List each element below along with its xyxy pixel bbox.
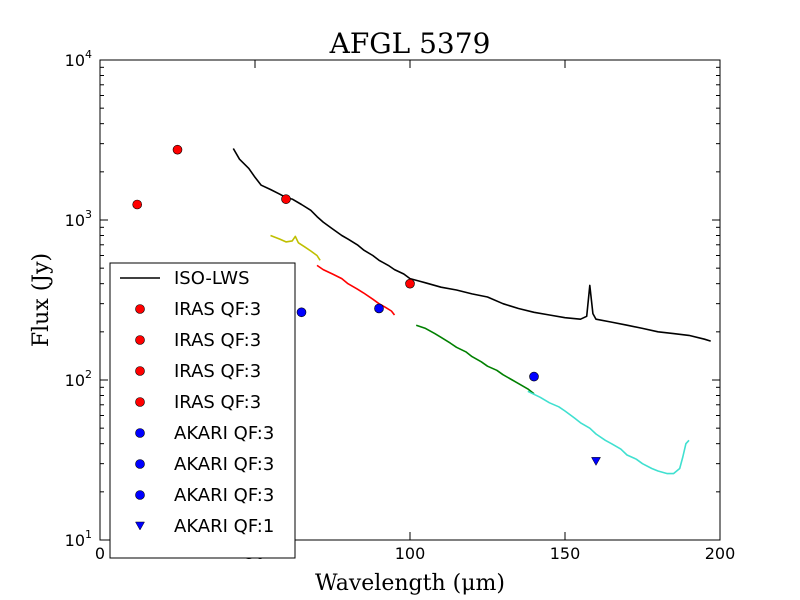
x-axis-label: Wavelength (μm) — [315, 571, 505, 596]
legend-label: AKARI QF:3 — [174, 423, 274, 444]
legend-marker-swatch — [135, 304, 145, 314]
y-tick-label: 101 — [65, 528, 92, 550]
series-line-2 — [316, 264, 396, 316]
legend: ISO-LWS IRAS QF:3 IRAS QF:3 IRAS QF:3 IRAS Q… — [109, 262, 296, 559]
legend-marker-swatch — [135, 428, 145, 438]
legend-marker-swatch — [135, 490, 145, 500]
legend-label: IRAS QF:3 — [174, 392, 261, 413]
y-tick-label: 104 — [65, 48, 92, 70]
legend-marker-swatch — [135, 335, 145, 345]
series-line-3 — [415, 324, 535, 395]
marker-point-10-0 — [374, 303, 384, 314]
y-axis: 101 102 103 104 — [65, 48, 720, 550]
marker-point-7-0 — [281, 194, 291, 204]
x-tick-label: 0 — [95, 544, 105, 563]
x-tick-label: 100 — [395, 544, 426, 563]
legend-label: IRAS QF:3 — [174, 361, 261, 382]
x-tick-label: 200 — [705, 544, 736, 563]
marker-point-12-0 — [591, 457, 601, 466]
legend-label: IRAS QF:3 — [174, 299, 261, 320]
chart-title: AFGL 5379 — [329, 27, 491, 60]
legend-label: AKARI QF:1 — [174, 516, 274, 537]
marker-point-5-0 — [132, 199, 142, 210]
x-tick-label: 150 — [550, 544, 581, 563]
y-axis-label: Flux (Jy) — [29, 253, 54, 347]
y-tick-label: 103 — [65, 208, 92, 230]
marker-point-8-0 — [405, 278, 415, 289]
legend-label: ISO-LWS — [174, 268, 250, 289]
marker-point-6-0 — [172, 144, 183, 155]
legend-label: AKARI QF:3 — [174, 454, 274, 475]
legend-marker-swatch — [135, 397, 145, 407]
marker-point-11-0 — [529, 371, 539, 382]
legend-marker-swatch — [135, 459, 145, 469]
y-tick-label: 102 — [65, 368, 92, 390]
series-line-4 — [527, 390, 690, 475]
marker-point-9-0 — [296, 307, 307, 318]
series-line-1 — [270, 234, 321, 261]
legend-marker-swatch — [135, 366, 145, 376]
legend-label: IRAS QF:3 — [174, 330, 261, 351]
series-line-0 — [232, 148, 711, 342]
legend-label: AKARI QF:3 — [174, 485, 274, 506]
plot-area — [132, 144, 711, 475]
legend-marker-swatch — [135, 521, 145, 531]
